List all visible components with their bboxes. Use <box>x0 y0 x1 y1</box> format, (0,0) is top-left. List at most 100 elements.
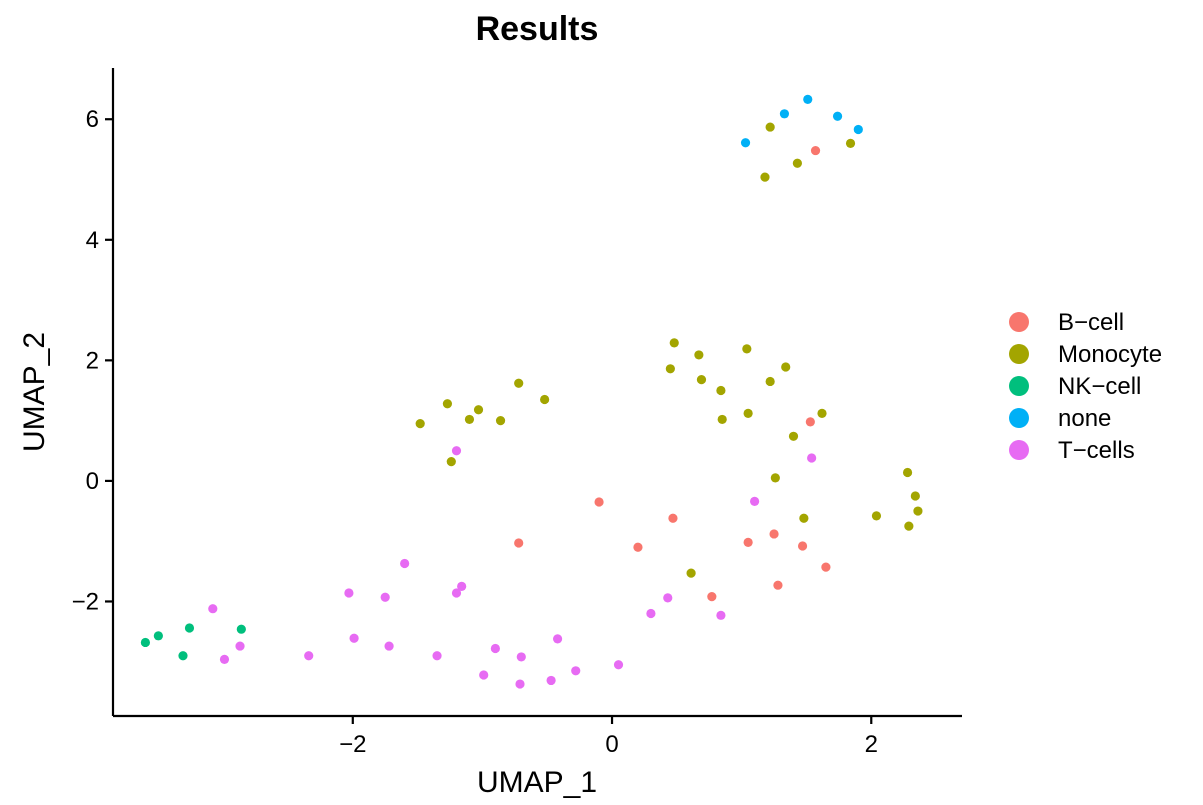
point-series-4-11 <box>716 610 726 620</box>
point-series-1-13 <box>717 414 727 425</box>
point-series-4-24 <box>479 670 489 680</box>
point-series-1-4 <box>669 338 679 348</box>
point-series-1-24 <box>770 473 780 483</box>
point-series-3-0 <box>803 94 813 104</box>
point-series-1-23 <box>446 457 456 467</box>
point-series-4-22 <box>613 660 624 670</box>
point-series-4-14 <box>349 633 359 643</box>
chart-title: Results <box>476 10 599 48</box>
y-tick-label-3: 4 <box>86 227 99 254</box>
point-series-3-2 <box>832 111 843 121</box>
point-series-0-10 <box>773 580 783 590</box>
point-series-4-25 <box>515 679 525 689</box>
point-series-3-1 <box>779 109 790 119</box>
y-tick-label-1: 0 <box>86 468 99 495</box>
point-series-1-6 <box>742 344 752 354</box>
point-series-4-19 <box>516 652 526 662</box>
point-series-1-12 <box>743 408 753 418</box>
points-layer <box>140 94 923 689</box>
legend-label-0: B−cell <box>1058 309 1124 336</box>
point-series-4-15 <box>384 641 394 651</box>
legend-label-3: none <box>1058 405 1111 432</box>
point-series-0-1 <box>805 417 815 427</box>
point-series-0-4 <box>514 538 524 548</box>
point-series-1-22 <box>415 419 425 429</box>
point-series-4-17 <box>432 651 442 661</box>
y-tick-label-0: −2 <box>72 588 99 615</box>
point-series-1-5 <box>694 350 704 360</box>
point-series-3-3 <box>853 124 863 135</box>
point-series-1-25 <box>799 513 809 523</box>
y-ticks: −2 0 2 4 6 <box>72 106 113 615</box>
point-series-4-12 <box>235 641 245 651</box>
legend: B−cell Monocyte NK−cell none T−cells <box>1009 309 1162 464</box>
point-series-1-14 <box>817 408 827 418</box>
point-series-0-8 <box>797 541 808 551</box>
point-series-0-7 <box>769 529 779 539</box>
point-series-4-9 <box>663 593 673 603</box>
point-series-1-28 <box>913 506 923 516</box>
point-series-2-1 <box>153 631 163 641</box>
x-axis-title: UMAP_1 <box>477 766 597 799</box>
point-series-1-8 <box>696 375 707 385</box>
point-series-4-8 <box>208 604 218 614</box>
point-series-4-13 <box>219 654 230 664</box>
point-series-4-7 <box>380 592 390 602</box>
point-series-4-5 <box>451 588 462 598</box>
point-series-0-9 <box>821 562 831 572</box>
point-series-1-3 <box>845 138 856 148</box>
x-tick-label-1: 0 <box>605 731 618 758</box>
legend-label-2: NK−cell <box>1058 373 1141 400</box>
point-series-4-10 <box>646 608 656 619</box>
y-tick-label-2: 2 <box>86 347 99 374</box>
point-series-4-4 <box>457 581 467 592</box>
point-series-4-18 <box>490 643 500 654</box>
point-series-4-2 <box>750 496 760 507</box>
legend-key-2 <box>1009 376 1029 396</box>
point-series-1-17 <box>540 394 550 405</box>
point-series-0-3 <box>668 513 678 523</box>
point-series-1-15 <box>788 431 799 441</box>
legend-key-3 <box>1009 408 1029 428</box>
point-series-0-2 <box>594 497 604 507</box>
point-series-1-30 <box>904 521 914 531</box>
point-series-3-4 <box>740 138 751 148</box>
point-series-1-26 <box>902 467 913 478</box>
legend-key-0 <box>1009 312 1029 332</box>
point-series-1-27 <box>910 491 920 501</box>
point-series-1-11 <box>781 362 791 372</box>
point-series-0-0 <box>810 145 821 156</box>
point-series-2-3 <box>236 624 246 634</box>
point-series-4-1 <box>807 453 817 463</box>
point-series-0-6 <box>743 537 753 547</box>
point-series-4-20 <box>552 634 563 644</box>
point-series-2-0 <box>140 637 151 648</box>
point-series-2-4 <box>178 651 188 661</box>
legend-label-4: T−cells <box>1058 437 1135 464</box>
point-series-1-31 <box>686 568 696 578</box>
point-series-4-6 <box>344 588 354 598</box>
point-series-1-9 <box>716 385 726 396</box>
legend-key-1 <box>1009 344 1029 364</box>
point-series-1-21 <box>495 416 506 426</box>
point-series-4-23 <box>546 675 556 686</box>
point-series-4-21 <box>571 666 581 676</box>
x-tick-label-2: 2 <box>865 731 878 758</box>
point-series-1-10 <box>765 376 775 387</box>
legend-label-1: Monocyte <box>1058 341 1162 368</box>
y-tick-label-4: 6 <box>86 106 99 133</box>
point-series-1-7 <box>665 364 675 374</box>
point-series-1-1 <box>792 158 802 168</box>
x-tick-label-0: −2 <box>339 731 366 758</box>
point-series-0-5 <box>633 542 643 552</box>
legend-key-4 <box>1009 440 1029 460</box>
point-series-4-16 <box>304 651 314 661</box>
point-series-2-2 <box>184 623 195 633</box>
point-series-1-20 <box>464 414 475 425</box>
point-series-1-19 <box>473 405 484 415</box>
y-axis-title: UMAP_2 <box>18 332 51 452</box>
point-series-4-0 <box>451 446 462 456</box>
point-series-1-18 <box>442 399 453 409</box>
point-series-4-3 <box>400 558 410 569</box>
